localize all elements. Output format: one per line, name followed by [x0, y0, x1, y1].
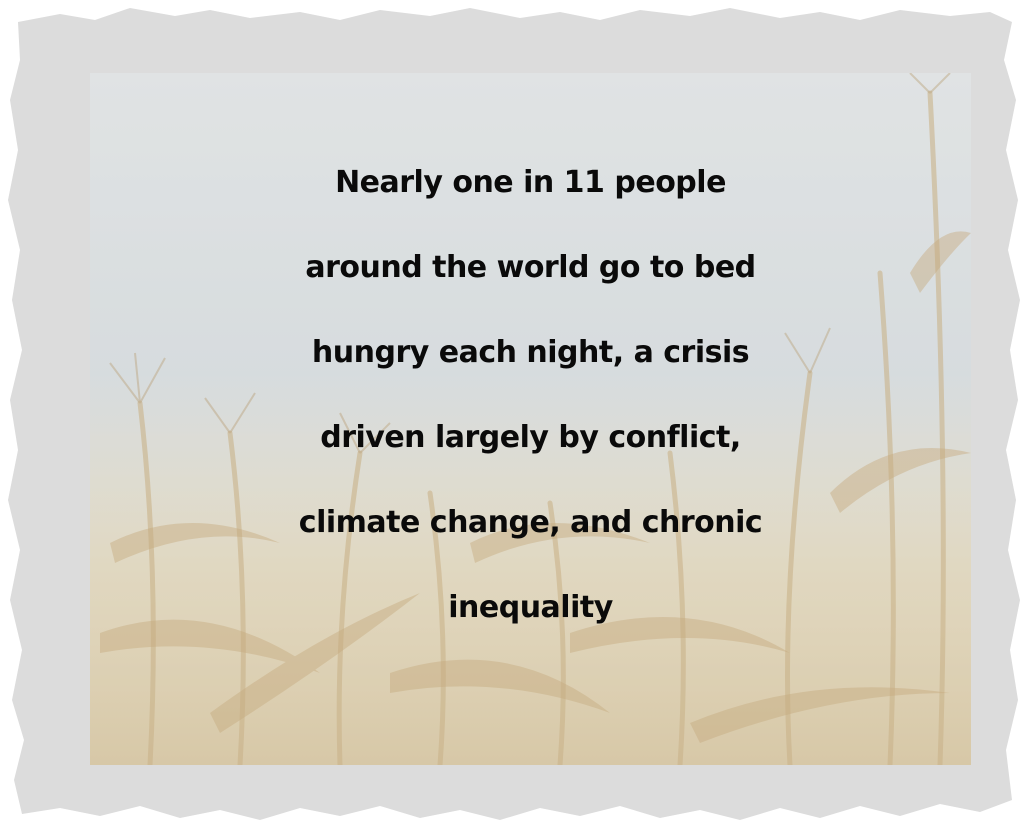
quote-line: around the world go to bed [305, 250, 756, 285]
cornfield-photo [90, 73, 971, 765]
quote-line: inequality [448, 590, 613, 625]
quote-text: Nearly one in 11 people around the world… [90, 140, 971, 650]
quote-line: hungry each night, a crisis [311, 335, 750, 370]
quote-line: Nearly one in 11 people [335, 165, 726, 200]
quote-line: driven largely by conflict, [320, 420, 741, 455]
quote-line: climate change, and chronic [298, 505, 763, 540]
